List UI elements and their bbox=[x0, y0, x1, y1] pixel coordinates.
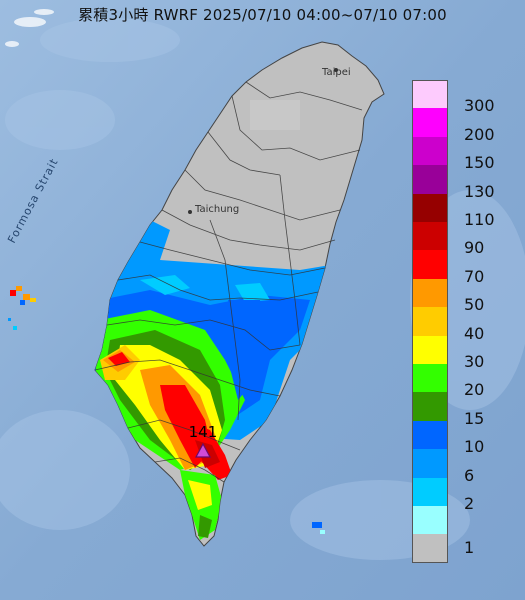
legend-swatch bbox=[412, 80, 448, 109]
legend-swatch bbox=[412, 506, 448, 535]
taipei-dot bbox=[334, 68, 338, 72]
legend-tick-label: 300 bbox=[464, 96, 495, 116]
legend-swatch bbox=[412, 420, 448, 450]
cloud-patches bbox=[5, 9, 54, 47]
legend-swatch bbox=[412, 392, 448, 421]
taichung-label: Taichung bbox=[194, 204, 239, 215]
legend-tick-label: 130 bbox=[464, 181, 495, 201]
legend-tick-label: 15 bbox=[464, 408, 485, 428]
legend-swatch bbox=[412, 165, 448, 194]
legend-tick-label: 10 bbox=[464, 437, 485, 457]
map-title: 累積3小時 RWRF 2025/07/10 04:00~07/10 07:00 bbox=[78, 6, 447, 24]
taipei-label: Taipei bbox=[321, 67, 351, 78]
legend-tick-label: 70 bbox=[464, 266, 485, 286]
max-rainfall-value: 141 bbox=[189, 423, 218, 441]
legend-swatch bbox=[412, 307, 448, 336]
offshore-echo-penghu bbox=[8, 286, 325, 534]
legend-swatch bbox=[412, 364, 448, 393]
legend-swatch bbox=[412, 136, 448, 166]
legend-swatch bbox=[412, 449, 448, 478]
county-boundaries bbox=[94, 81, 363, 483]
legend-swatch bbox=[412, 108, 448, 137]
legend-swatch bbox=[412, 250, 448, 279]
legend-swatch bbox=[412, 278, 448, 308]
legend-swatch bbox=[412, 193, 448, 222]
legend-tick-label: 2 bbox=[464, 494, 475, 513]
legend-tick-label: 90 bbox=[464, 238, 485, 258]
legend-swatch bbox=[412, 477, 448, 506]
legend-swatch bbox=[412, 335, 448, 364]
legend-swatch bbox=[412, 222, 448, 251]
max-rainfall-marker-icon bbox=[194, 442, 212, 458]
legend-swatch bbox=[412, 534, 448, 563]
legend-tick-label: 50 bbox=[464, 295, 485, 315]
legend-tick-label: 40 bbox=[464, 323, 485, 343]
taichung-dot bbox=[188, 210, 192, 214]
legend-tick-label: 6 bbox=[464, 465, 475, 485]
legend-tick-label: 30 bbox=[464, 352, 485, 371]
legend-tick-label: 200 bbox=[464, 124, 495, 144]
legend-tick-label: 1 bbox=[464, 538, 475, 558]
legend-tick-label: 110 bbox=[464, 210, 495, 229]
legend-tick-label: 20 bbox=[464, 380, 485, 400]
legend-tick-label: 150 bbox=[464, 153, 495, 173]
